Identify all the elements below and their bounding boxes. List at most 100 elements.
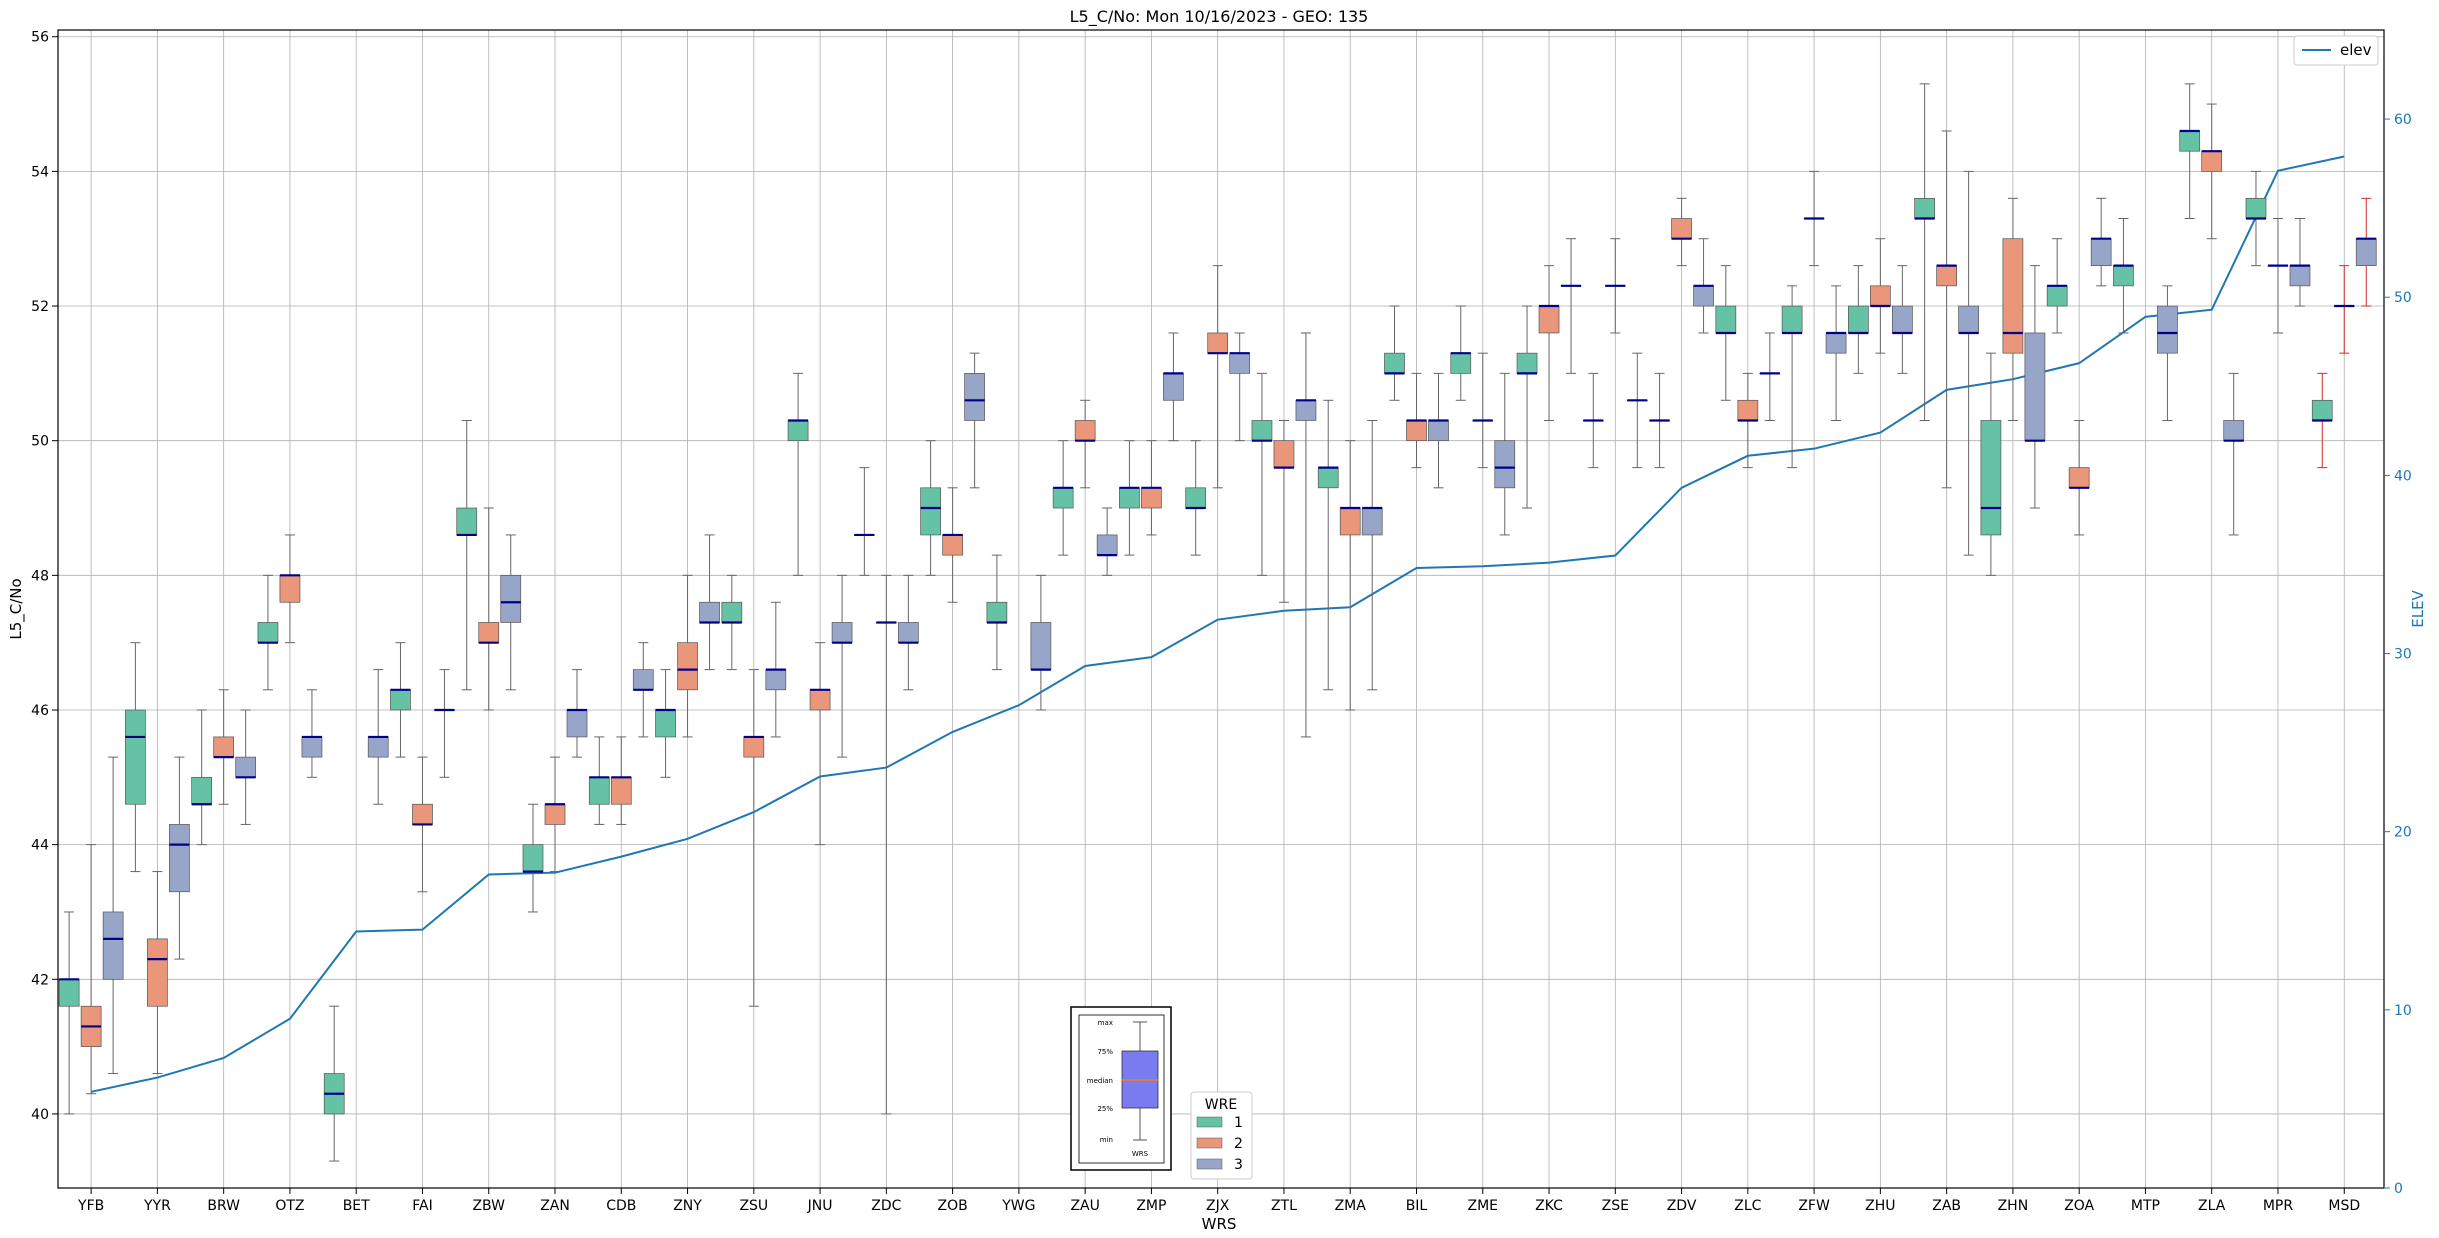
box-body — [390, 689, 411, 711]
box-zdc-wre3 — [897, 574, 919, 691]
y-axis-ticks: 40 42 44 46 48 50 52 54 56 — [31, 30, 58, 1123]
box-body — [2355, 238, 2377, 266]
box-body — [1119, 487, 1140, 509]
y2-tick-label: 10 — [2394, 1003, 2412, 1019]
wre-legend-label-3: 3 — [1234, 1157, 1243, 1173]
box-body — [2223, 420, 2245, 442]
box-mtp-wre1 — [2113, 218, 2134, 334]
box-zbw-wre1 — [456, 419, 478, 691]
x-tick-label: ZKC — [1535, 1198, 1563, 1214]
x-tick-label: BIL — [1406, 1198, 1428, 1214]
elev-legend-label: elev — [2340, 41, 2372, 59]
grid — [58, 30, 2384, 1188]
box-zab-wre1 — [1914, 83, 1935, 421]
box-jnu-wre2 — [809, 642, 831, 846]
box-body — [235, 756, 257, 778]
box-body — [1781, 305, 1803, 334]
x-tick-label: MSD — [2328, 1198, 2360, 1214]
x-axis-label: WRS — [1202, 1215, 1237, 1233]
x-tick-label: YWG — [1001, 1198, 1035, 1214]
box-zhu-wre1 — [1848, 265, 1869, 374]
box-body — [522, 844, 544, 872]
box-body — [412, 803, 433, 825]
box-body — [610, 776, 632, 805]
box-zma-wre3 — [1361, 419, 1383, 691]
box-zhu-wre3 — [1892, 265, 1913, 374]
box-ywg-wre3 — [1030, 574, 1052, 711]
box-zlc-wre1 — [1715, 265, 1737, 401]
box-ztl-wre3 — [1295, 332, 1317, 738]
box-body — [986, 601, 1008, 623]
y-tick-label: 46 — [31, 703, 49, 719]
box-otz-wre1 — [257, 574, 279, 691]
box-zan-wre1 — [522, 803, 544, 913]
x-tick-label: ZAU — [1070, 1198, 1099, 1214]
box-zkc-wre3 — [1560, 238, 1582, 374]
box-zdv-wre2 — [1671, 197, 1692, 267]
x-tick-label: MPR — [2263, 1198, 2294, 1214]
elev-legend-frame — [2293, 35, 2379, 66]
box-zny-wre1 — [655, 669, 676, 778]
box-body — [2157, 305, 2178, 354]
y2-tick-label: 50 — [2394, 290, 2412, 306]
box-body — [699, 601, 720, 623]
x-tick-label: ZOB — [938, 1198, 968, 1214]
box-zme-wre2 — [1472, 352, 1494, 469]
box-ztl-wre1 — [1251, 372, 1273, 576]
box-zfw-wre2 — [1803, 170, 1825, 267]
box-body — [1074, 420, 1096, 442]
box-explainer-inset: max 75% median 25% min WRS — [1070, 1006, 1172, 1171]
box-mpr-wre2 — [2267, 218, 2289, 334]
box-zmp-wre1 — [1119, 440, 1140, 556]
box-body — [2090, 238, 2112, 266]
y2-axis-label: ELEV — [2409, 589, 2427, 627]
box-body — [1339, 507, 1361, 536]
y-tick-label: 50 — [31, 434, 49, 450]
box-bil-wre1 — [1384, 305, 1405, 401]
x-tick-label: ZHN — [1998, 1198, 2029, 1214]
x-tick-label: ZDV — [1667, 1198, 1697, 1214]
x-axis-ticks: YFB YYR BRW OTZ BET FAI ZBW ZAN CDB ZNY ZSU JNU ZDC Z… — [77, 1188, 2360, 1214]
box-body — [1494, 440, 1516, 489]
box-zlc-wre2 — [1737, 372, 1759, 469]
box-body — [809, 689, 831, 711]
x-tick-label: ZDC — [871, 1198, 901, 1214]
x-tick-label: OTZ — [275, 1198, 304, 1214]
box-body — [1516, 352, 1538, 374]
box-body — [1185, 487, 1207, 509]
box-body — [920, 487, 941, 536]
box-body — [1052, 487, 1074, 509]
box-zan-wre3 — [566, 669, 588, 758]
y-tick-label: 44 — [31, 838, 49, 854]
x-tick-label: ZHU — [1865, 1198, 1895, 1214]
box-body — [1538, 305, 1560, 334]
box-body — [2245, 197, 2267, 219]
box-zny-wre2 — [677, 574, 698, 738]
box-zau-wre3 — [1096, 507, 1118, 576]
y2-tick-label: 40 — [2394, 468, 2412, 484]
box-msd-wre1 — [2311, 372, 2333, 469]
box-zhn-wre3 — [2024, 265, 2046, 509]
box-bil-wre3 — [1428, 372, 1449, 489]
box-yyr-wre3 — [169, 756, 190, 960]
box-body — [1317, 467, 1339, 489]
x-tick-label: BET — [343, 1198, 370, 1214]
y2-tick-label: 20 — [2394, 825, 2412, 841]
box-zhn-wre1 — [1980, 352, 2002, 576]
x-tick-label: ZNY — [673, 1198, 702, 1214]
box-body — [942, 534, 963, 556]
box-body — [1406, 420, 1427, 442]
wre-legend-swatch-3 — [1196, 1158, 1223, 1170]
box-body — [367, 736, 389, 758]
box-body — [2311, 399, 2333, 421]
box-body — [301, 736, 323, 758]
box-cdb-wre3 — [632, 642, 654, 738]
box-body — [2289, 265, 2311, 287]
y-tick-label: 40 — [31, 1107, 49, 1123]
box-zla-wre2 — [2201, 103, 2223, 240]
box-body — [1229, 352, 1251, 374]
box-body — [2113, 265, 2134, 287]
box-body — [2179, 130, 2201, 152]
box-body — [213, 736, 235, 758]
box-body — [1163, 373, 1184, 401]
